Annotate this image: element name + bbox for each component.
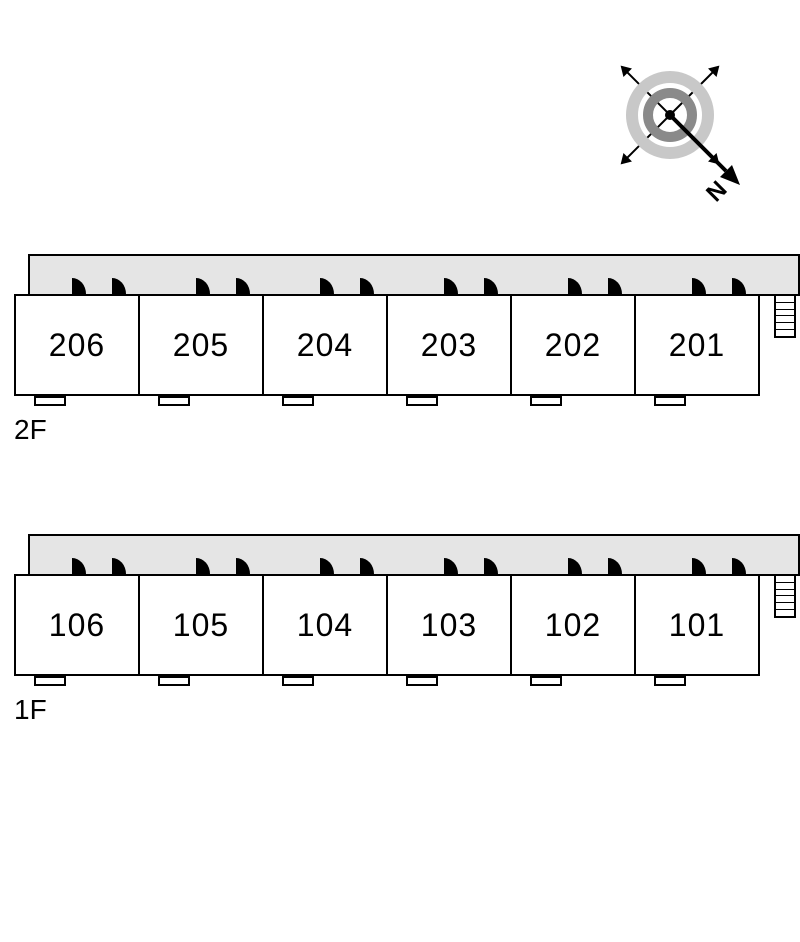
unit-number: 206 bbox=[49, 327, 105, 364]
unit-201: 201 bbox=[634, 294, 760, 396]
window-notch bbox=[406, 396, 438, 406]
compass-icon: N bbox=[610, 60, 740, 200]
unit-205: 205 bbox=[138, 294, 264, 396]
unit-number: 101 bbox=[669, 607, 725, 644]
floor-label-1f: 1F bbox=[14, 694, 47, 726]
unit-105: 105 bbox=[138, 574, 264, 676]
window-notch bbox=[34, 396, 66, 406]
stairs-2f bbox=[774, 294, 796, 338]
unit-202: 202 bbox=[510, 294, 636, 396]
unit-number: 204 bbox=[297, 327, 353, 364]
window-notch bbox=[282, 676, 314, 686]
window-notch bbox=[282, 396, 314, 406]
unit-101: 101 bbox=[634, 574, 760, 676]
unit-number: 103 bbox=[421, 607, 477, 644]
window-notch bbox=[654, 676, 686, 686]
units-row-2f: 206 205 204 203 bbox=[14, 294, 760, 396]
floor-label-2f: 2F bbox=[14, 414, 47, 446]
unit-106: 106 bbox=[14, 574, 140, 676]
corridor-2f bbox=[28, 254, 800, 296]
unit-number: 203 bbox=[421, 327, 477, 364]
unit-number: 104 bbox=[297, 607, 353, 644]
unit-203: 203 bbox=[386, 294, 512, 396]
unit-204: 204 bbox=[262, 294, 388, 396]
unit-number: 202 bbox=[545, 327, 601, 364]
window-notch bbox=[34, 676, 66, 686]
window-notch bbox=[530, 676, 562, 686]
unit-number: 205 bbox=[173, 327, 229, 364]
unit-number: 105 bbox=[173, 607, 229, 644]
window-notch bbox=[158, 396, 190, 406]
unit-103: 103 bbox=[386, 574, 512, 676]
units-row-1f: 106 105 104 103 bbox=[14, 574, 760, 676]
unit-number: 102 bbox=[545, 607, 601, 644]
unit-206: 206 bbox=[14, 294, 140, 396]
unit-102: 102 bbox=[510, 574, 636, 676]
stairs-1f bbox=[774, 574, 796, 618]
floorplan-canvas: N 206 205 204 bbox=[0, 0, 800, 942]
unit-104: 104 bbox=[262, 574, 388, 676]
unit-number: 106 bbox=[49, 607, 105, 644]
window-notch bbox=[654, 396, 686, 406]
window-notch bbox=[406, 676, 438, 686]
window-notch bbox=[158, 676, 190, 686]
unit-number: 201 bbox=[669, 327, 725, 364]
svg-text:N: N bbox=[701, 176, 732, 207]
window-notch bbox=[530, 396, 562, 406]
corridor-1f bbox=[28, 534, 800, 576]
